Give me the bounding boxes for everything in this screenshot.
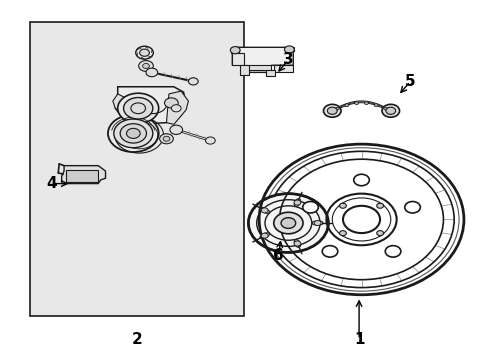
Text: 4: 4 xyxy=(46,176,57,191)
Circle shape xyxy=(322,246,337,257)
Polygon shape xyxy=(232,47,293,72)
Circle shape xyxy=(323,104,340,117)
Circle shape xyxy=(126,129,140,138)
Text: 2: 2 xyxy=(132,332,142,347)
Polygon shape xyxy=(115,87,185,125)
Ellipse shape xyxy=(294,199,300,206)
Circle shape xyxy=(327,107,336,114)
Circle shape xyxy=(123,98,153,119)
Circle shape xyxy=(293,200,300,205)
Circle shape xyxy=(261,233,267,238)
Circle shape xyxy=(385,246,400,257)
Circle shape xyxy=(114,119,153,148)
Polygon shape xyxy=(166,91,188,125)
Text: 3: 3 xyxy=(283,52,293,67)
Polygon shape xyxy=(244,65,271,69)
Circle shape xyxy=(139,60,153,71)
Bar xyxy=(30,22,244,316)
Circle shape xyxy=(118,93,158,123)
Circle shape xyxy=(159,134,173,144)
Circle shape xyxy=(373,104,377,107)
Circle shape xyxy=(248,194,328,252)
Circle shape xyxy=(136,46,153,59)
Polygon shape xyxy=(239,65,249,75)
Polygon shape xyxy=(266,69,274,76)
Circle shape xyxy=(339,203,346,208)
Ellipse shape xyxy=(260,233,269,239)
Circle shape xyxy=(169,125,182,134)
Circle shape xyxy=(281,218,295,228)
Polygon shape xyxy=(232,53,244,65)
Circle shape xyxy=(164,98,178,108)
Ellipse shape xyxy=(294,240,300,247)
Circle shape xyxy=(140,49,149,56)
Circle shape xyxy=(342,206,379,233)
Circle shape xyxy=(376,203,383,208)
Circle shape xyxy=(205,137,215,144)
Polygon shape xyxy=(61,166,105,184)
Ellipse shape xyxy=(260,207,269,213)
Circle shape xyxy=(404,202,420,213)
Circle shape xyxy=(385,107,395,114)
Circle shape xyxy=(381,104,399,117)
Circle shape xyxy=(302,202,318,213)
Circle shape xyxy=(188,78,198,85)
Circle shape xyxy=(383,107,387,110)
Circle shape xyxy=(339,231,346,236)
Polygon shape xyxy=(285,47,293,51)
Polygon shape xyxy=(273,65,293,72)
Polygon shape xyxy=(113,94,132,116)
Circle shape xyxy=(163,136,169,141)
Circle shape xyxy=(171,105,181,112)
Circle shape xyxy=(344,104,348,107)
Circle shape xyxy=(293,241,300,246)
Text: 6: 6 xyxy=(273,248,284,263)
Text: 1: 1 xyxy=(353,332,364,347)
Circle shape xyxy=(354,102,358,105)
Circle shape xyxy=(353,174,368,186)
Circle shape xyxy=(230,46,240,54)
Circle shape xyxy=(284,46,294,53)
Circle shape xyxy=(364,102,367,105)
Ellipse shape xyxy=(312,221,323,225)
Circle shape xyxy=(146,68,158,77)
Polygon shape xyxy=(65,170,98,182)
Text: 5: 5 xyxy=(404,74,415,89)
Polygon shape xyxy=(231,47,238,53)
Circle shape xyxy=(314,221,321,226)
Circle shape xyxy=(108,115,158,152)
Circle shape xyxy=(273,212,303,234)
Circle shape xyxy=(261,208,267,213)
Circle shape xyxy=(120,124,146,143)
Circle shape xyxy=(334,107,338,110)
Circle shape xyxy=(376,231,383,236)
Circle shape xyxy=(142,63,149,68)
